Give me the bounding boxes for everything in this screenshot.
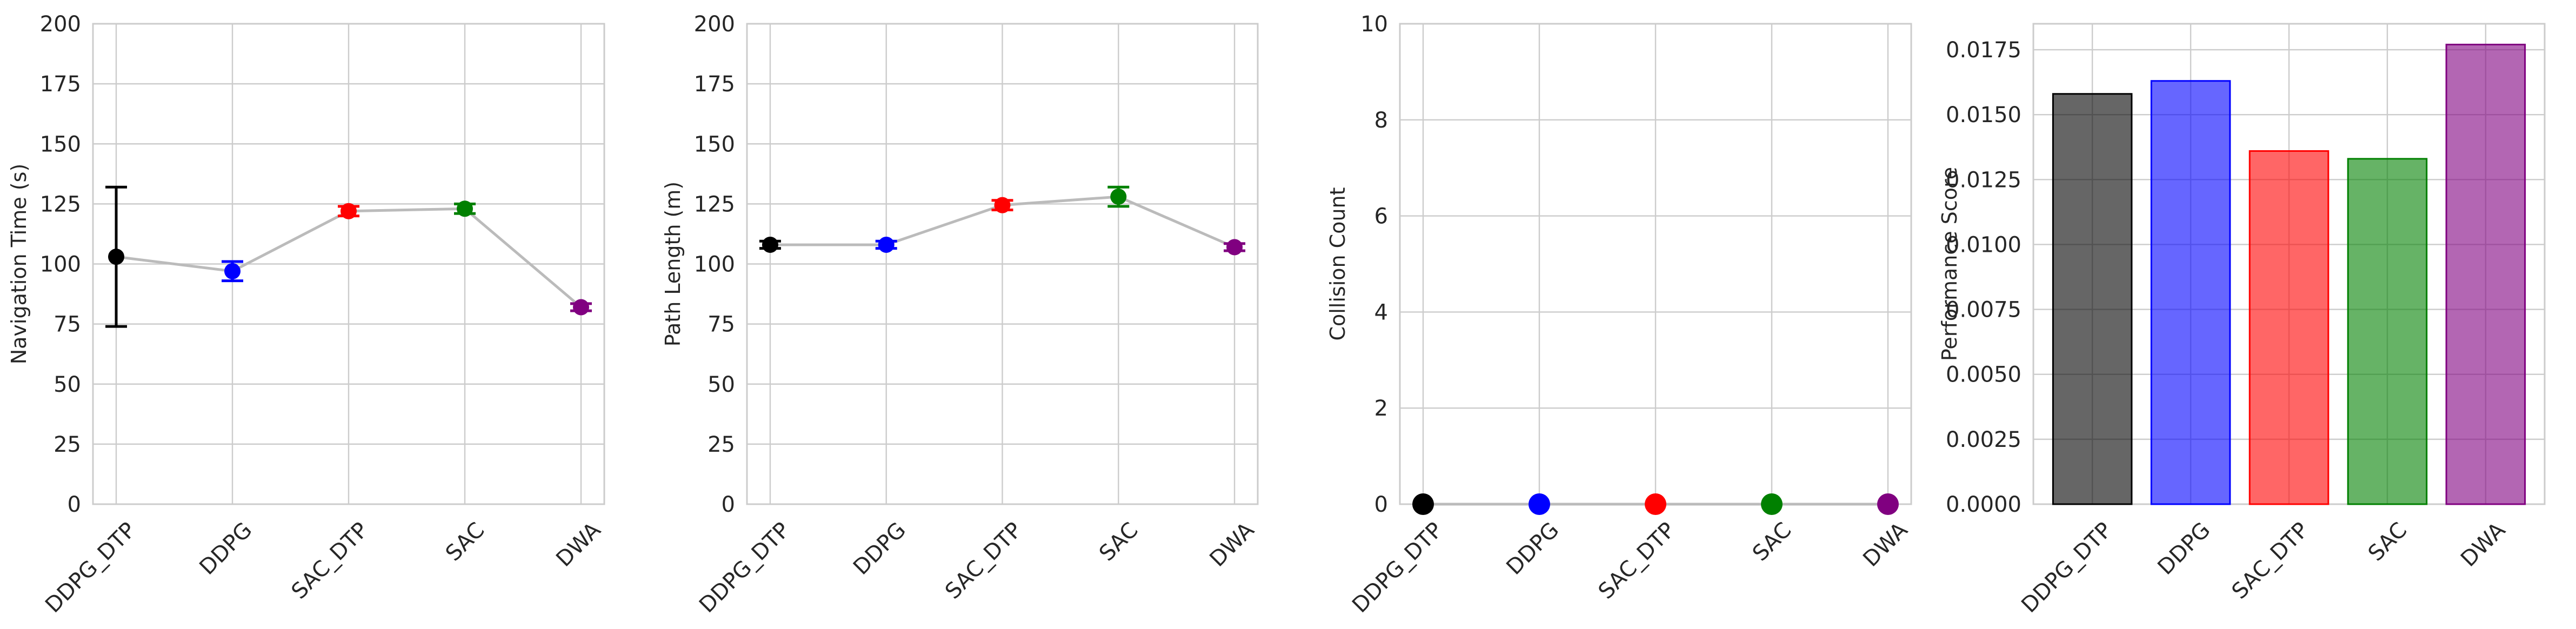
performance-score-xtick-label: SAC [2364,518,2412,566]
performance-score-panel: 0.0000 0.0025 0.0050 0.0075 0.0100 0.0125 0.01… [1938,23,2546,618]
navigation-time-point [108,249,124,265]
path-length-axes-frame [746,23,1259,505]
performance-score-xtick-label: DDPG_DTP [2017,518,2117,618]
navigation-time-point [573,299,589,316]
path-length-ytick-label: 100 [694,252,735,277]
navigation-time-point [341,203,357,219]
collision-count-xtick-label: DDPG_DTP [1347,518,1447,618]
collision-count-xtick-label: DWA [1858,517,1913,572]
performance-score-bar [2150,80,2231,505]
performance-score-xtick-label: SAC_DTP [2227,518,2314,604]
performance-score-ytick-label: 0.0025 [1946,427,2021,452]
collision-count-ylabel: Collision Count [1326,187,1350,340]
performance-score-xtick-label: DDPG [2153,518,2215,580]
navigation-time-ylabel: Navigation Time (s) [7,164,31,365]
navigation-time-point [224,263,241,279]
performance-score-ytick-label: 0.0100 [1946,232,2021,257]
navigation-time-axes-frame [92,23,605,505]
path-length-ytick-label: 125 [694,192,735,217]
collision-count-panel: 0 2 4 6 8 10 Collision Count DDPG_DTP DDPG SAC_DT… [1326,12,1913,618]
path-length-ytick-label: 75 [708,312,735,337]
path-length-xtick-label: DWA [1205,517,1259,572]
collision-count-point [1645,493,1666,515]
collision-count-ytick-label: 6 [1374,204,1388,229]
navigation-time-xtick-label: DWA [551,517,606,572]
performance-score-ytick-label: 0.0075 [1946,298,2021,323]
collision-count-xtick-label: DDPG [1501,518,1564,580]
collision-count-ytick-label: 2 [1374,396,1388,421]
collision-count-ytick-label: 4 [1374,300,1388,325]
performance-score-ytick-label: 0.0175 [1946,38,2021,63]
collision-count-ytick-label: 10 [1360,12,1388,37]
path-length-point [762,236,778,253]
path-length-ytick-label: 50 [708,372,735,397]
navigation-time-panel: 0 25 50 75 100 125 150 175 200 Navigation Time (s… [7,12,606,618]
path-length-ytick-label: 150 [694,132,735,157]
path-length-xtick-label: SAC_DTP [940,518,1027,604]
performance-score-bar [2445,43,2526,505]
performance-score-bar [2248,150,2330,505]
path-length-panel: 0 25 50 75 100 125 150 175 200 Path Length (m) DDP… [661,12,1259,618]
performance-score-xtick-label: DWA [2456,517,2511,572]
navigation-time-ytick-label: 175 [40,72,81,97]
path-length-point [994,197,1011,213]
navigation-time-xtick-label: SAC [441,518,490,566]
performance-score-ytick-label: 0.0000 [1946,492,2021,517]
collision-count-xtick-label: SAC_DTP [1594,518,1680,604]
navigation-time-ytick-label: 50 [54,372,81,397]
navigation-time-ytick-label: 150 [40,132,81,157]
navigation-time-ytick-label: 125 [40,192,81,217]
collision-count-point [1412,493,1434,515]
collision-count-ytick-label: 0 [1374,492,1388,517]
path-length-xtick-label: SAC [1095,518,1143,566]
path-length-xtick-label: DDPG_DTP [695,518,795,618]
performance-score-bar [2052,93,2133,505]
performance-score-ytick-label: 0.0150 [1946,103,2021,128]
path-length-ytick-label: 175 [694,72,735,97]
navigation-time-ytick-label: 100 [40,252,81,277]
navigation-time-ytick-label: 0 [68,492,81,517]
collision-count-point [1529,493,1550,515]
path-length-ylabel: Path Length (m) [661,182,685,346]
navigation-time-xtick-label: SAC_DTP [287,518,373,604]
navigation-time-xtick-label: DDPG_DTP [41,518,141,618]
navigation-time-ytick-label: 25 [54,432,81,457]
path-length-ytick-label: 0 [722,492,735,517]
performance-score-ytick-label: 0.0050 [1946,363,2021,387]
path-length-ytick-label: 200 [694,12,735,37]
navigation-time-xtick-label: DDPG [195,518,257,580]
path-length-point [1226,239,1243,256]
navigation-time-ytick-label: 200 [40,12,81,37]
performance-score-bar [2347,158,2428,505]
collision-count-point [1761,493,1783,515]
performance-score-ytick-label: 0.0125 [1946,168,2021,192]
navigation-time-ytick-label: 75 [54,312,81,337]
navigation-time-point [457,200,473,217]
collision-count-ytick-label: 8 [1374,108,1388,133]
path-length-point [878,236,895,253]
performance-score-ylabel: Performance Score [1938,167,1961,361]
collision-count-xtick-label: SAC [1748,518,1797,566]
path-length-ytick-label: 25 [708,432,735,457]
path-length-point [1110,189,1127,205]
path-length-xtick-label: DDPG [849,518,911,580]
collision-count-point [1877,493,1899,515]
